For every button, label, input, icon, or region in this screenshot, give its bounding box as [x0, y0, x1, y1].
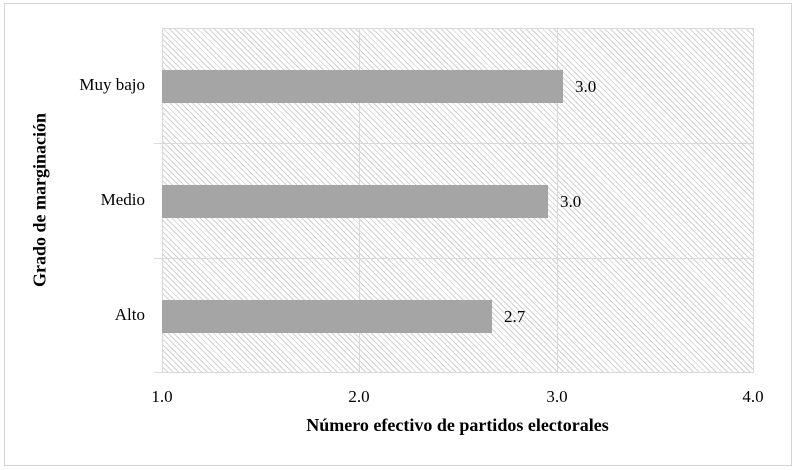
data-label-medio: 3.0: [560, 192, 582, 211]
category-label-muy-bajo: Muy bajo: [79, 75, 145, 94]
x-tick-4: 4.0: [742, 387, 764, 406]
gridline-3: [557, 29, 558, 373]
plot-area: 3.0 3.0 2.7: [154, 28, 754, 373]
data-label-muy-bajo: 3.0: [575, 77, 597, 96]
x-tick-2: 2.0: [348, 387, 370, 406]
data-label-alto: 2.7: [504, 307, 526, 326]
x-axis-title: Número efectivo de partidos electorales: [306, 415, 609, 435]
x-axis-line: [154, 372, 753, 373]
bar-medio: [162, 185, 548, 218]
category-label-alto: Alto: [114, 305, 145, 324]
category-divider: [154, 258, 753, 259]
bar-alto: [162, 300, 492, 333]
x-tick-3: 3.0: [546, 387, 568, 406]
category-label-medio: Medio: [100, 190, 145, 209]
category-divider: [154, 143, 753, 144]
y-axis-title: Grado de marginación: [29, 113, 50, 287]
x-tick-1: 1.0: [151, 387, 173, 406]
bar-muy-bajo: [162, 70, 563, 103]
